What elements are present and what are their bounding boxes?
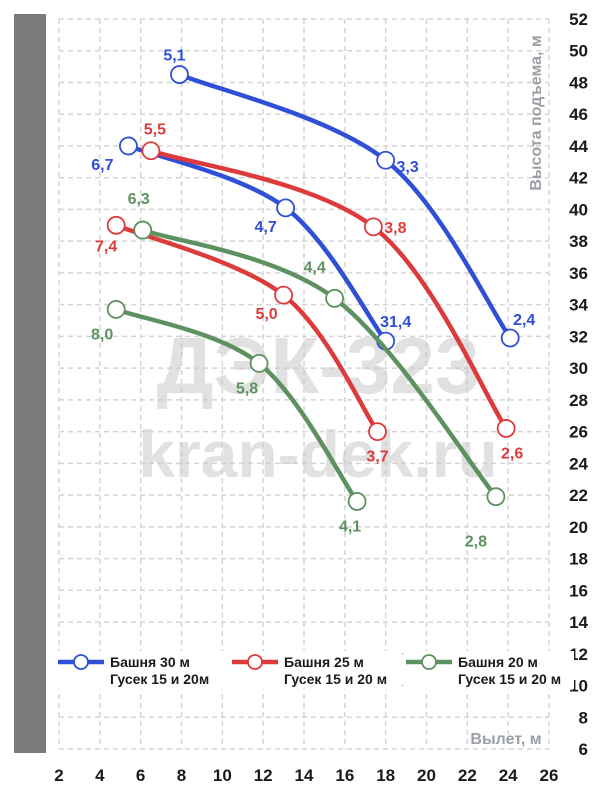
y-tick-label: 24 bbox=[569, 454, 588, 473]
y-axis-title: Высота подъема, м bbox=[528, 35, 545, 190]
y-tick-label: 40 bbox=[569, 200, 588, 219]
data-label: 7,4 bbox=[95, 238, 117, 255]
data-label: 5,0 bbox=[255, 306, 277, 323]
y-tick-label: 32 bbox=[569, 327, 588, 346]
data-label: 6,7 bbox=[91, 157, 113, 174]
x-tick-label: 18 bbox=[376, 766, 395, 785]
data-point bbox=[500, 328, 520, 348]
data-point bbox=[106, 300, 126, 319]
x-tick-label: 16 bbox=[335, 766, 354, 785]
x-tick-label: 6 bbox=[136, 766, 145, 785]
data-point bbox=[249, 353, 269, 373]
x-tick-label: 8 bbox=[177, 766, 186, 785]
y-tick-label: 52 bbox=[569, 10, 588, 29]
data-point bbox=[364, 217, 383, 237]
legend-label: Башня 25 м bbox=[284, 654, 364, 670]
y-tick-label: 18 bbox=[569, 550, 588, 569]
watermark: ДЭК-323 kran-dek.ru bbox=[138, 321, 497, 491]
curves: 5,13,32,46,74,731,45,53,82,67,45,03,76,3… bbox=[91, 48, 535, 551]
x-tick-label: 12 bbox=[254, 766, 273, 785]
y-tick-label: 20 bbox=[569, 518, 588, 537]
y-tick-label: 46 bbox=[569, 105, 588, 124]
data-point bbox=[274, 285, 293, 305]
x-tick-labels: 2 4 6 8 10 12 14 16 18 20 22 24 26 bbox=[54, 766, 558, 785]
y-tick-label: 22 bbox=[569, 486, 588, 505]
legend-marker bbox=[73, 654, 89, 670]
data-point bbox=[119, 136, 138, 156]
data-label: 4,4 bbox=[304, 259, 326, 276]
series-3: 6,3 4,4 2,8 8,0 5,8 4,1 bbox=[91, 191, 506, 551]
series-1: 5,1 3,3 2,4 6,7 4,7 31,4 bbox=[91, 48, 535, 351]
legend-label-line2: Гусек 15 и 20 м bbox=[458, 671, 561, 687]
legend-label: Башня 30 м bbox=[110, 654, 190, 670]
watermark-url: kran-dek.ru bbox=[138, 417, 497, 491]
legend-label-line2: Гусек 15 и 20 м bbox=[284, 671, 387, 687]
x-tick-label: 26 bbox=[540, 766, 559, 785]
data-point bbox=[347, 492, 367, 511]
data-point bbox=[170, 65, 189, 84]
data-point bbox=[325, 288, 345, 308]
x-tick-label: 10 bbox=[213, 766, 232, 785]
x-tick-label: 24 bbox=[499, 766, 518, 785]
x-tick-label: 22 bbox=[458, 766, 477, 785]
data-point bbox=[376, 150, 396, 170]
x-tick-label: 20 bbox=[417, 766, 436, 785]
data-point bbox=[496, 419, 516, 438]
data-point bbox=[141, 141, 161, 161]
data-point bbox=[276, 198, 296, 218]
y-tick-label: 44 bbox=[569, 137, 588, 156]
data-label: 3,8 bbox=[384, 220, 406, 237]
data-label: 3,3 bbox=[397, 159, 419, 176]
data-label: 2,6 bbox=[501, 445, 523, 462]
data-label: 2,4 bbox=[513, 312, 535, 329]
y-tick-label: 48 bbox=[569, 73, 588, 92]
data-label: 2,8 bbox=[465, 534, 487, 551]
data-label: 8,0 bbox=[91, 326, 113, 343]
y-tick-label: 36 bbox=[569, 264, 588, 283]
data-label: 4,7 bbox=[255, 219, 277, 236]
y-tick-labels: 6810121416182022242628303234363840424446… bbox=[569, 10, 588, 759]
y-tick-label: 38 bbox=[569, 232, 588, 251]
x-tick-label: 2 bbox=[54, 766, 63, 785]
series-2: 5,5 3,8 2,6 7,4 5,0 3,7 bbox=[95, 122, 523, 466]
data-label: 5,5 bbox=[144, 122, 166, 139]
data-point bbox=[368, 422, 387, 442]
left-gray-band bbox=[14, 14, 46, 753]
y-tick-label: 30 bbox=[569, 359, 588, 378]
y-tick-label: 42 bbox=[569, 169, 588, 188]
data-label: 31,4 bbox=[380, 314, 411, 331]
y-tick-label: 8 bbox=[579, 708, 588, 727]
x-tick-label: 14 bbox=[295, 766, 314, 785]
data-label: 5,8 bbox=[236, 380, 258, 397]
legend-marker bbox=[421, 654, 437, 670]
legend-label: Башня 20 м bbox=[458, 654, 538, 670]
data-label: 5,1 bbox=[163, 48, 185, 65]
data-point bbox=[133, 220, 153, 240]
y-tick-label: 28 bbox=[569, 391, 588, 410]
legend-label-line2: Гусек 15 и 20м bbox=[110, 671, 209, 687]
data-label: 4,1 bbox=[339, 518, 361, 535]
y-tick-label: 34 bbox=[569, 296, 588, 315]
x-axis-title: Вылет, м bbox=[470, 731, 541, 748]
data-point bbox=[486, 487, 506, 507]
y-tick-label: 50 bbox=[569, 42, 588, 61]
y-tick-label: 26 bbox=[569, 423, 588, 442]
data-label: 6,3 bbox=[128, 191, 150, 208]
x-tick-label: 4 bbox=[95, 766, 105, 785]
data-label: 3,7 bbox=[366, 449, 388, 466]
legend-marker bbox=[247, 654, 263, 670]
y-tick-label: 14 bbox=[569, 613, 588, 632]
y-tick-label: 16 bbox=[569, 581, 588, 600]
y-tick-label: 6 bbox=[579, 740, 588, 759]
data-point bbox=[106, 215, 126, 235]
